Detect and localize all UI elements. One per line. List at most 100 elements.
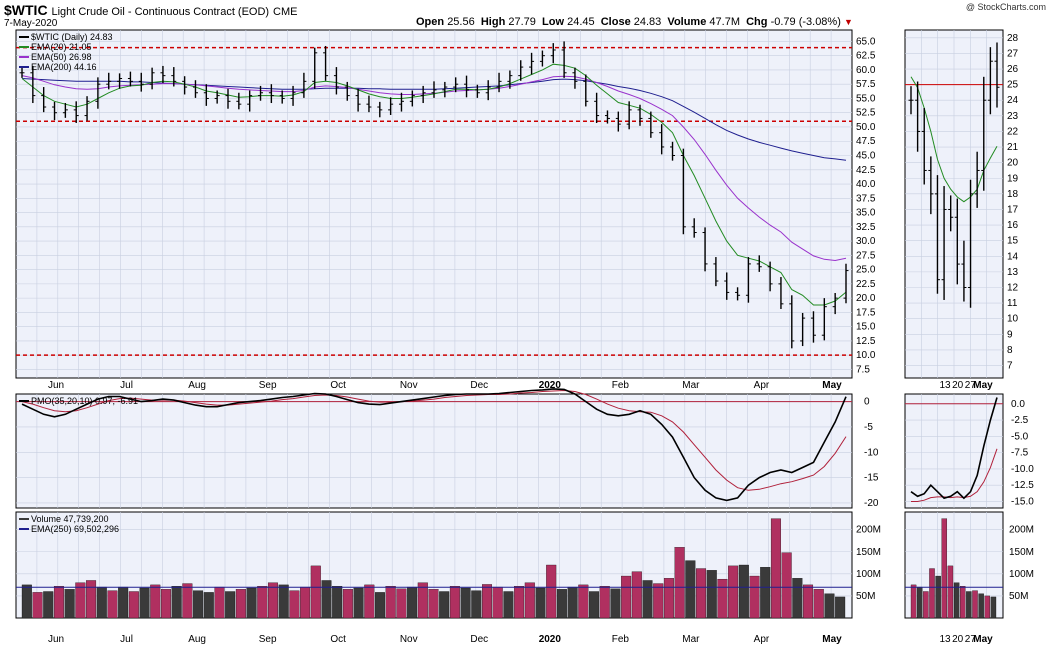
price-tick-label: 50.0 [856, 122, 876, 133]
volume-bar [471, 590, 482, 619]
price-legend-swatch [19, 56, 29, 58]
volume-bar [160, 589, 171, 619]
exchange-label: CME [273, 6, 298, 18]
price-zoom-tick-label: 18 [1007, 189, 1019, 200]
volume-bar [193, 590, 204, 619]
volume-bar [482, 584, 493, 619]
price-legend-entry: $WTIC (Daily) 24.83 [31, 32, 113, 42]
volume-bar [770, 518, 781, 619]
volume-zoom-bar [972, 590, 978, 619]
price-x-tick-label: Oct [330, 380, 346, 391]
price-tick-label: 25.0 [856, 265, 876, 276]
volume-bar [182, 583, 193, 619]
volume-bar [524, 582, 535, 619]
volume-zoom-bar [929, 568, 935, 619]
chart-title: $WTIC Light Crude Oil - Continuous Contr… [4, 2, 297, 18]
price-x-tick-label: Nov [400, 380, 418, 391]
volume-bar [663, 578, 674, 619]
price-zoom-x-tick-label: 27 [965, 380, 977, 391]
volume-tick-label: 50M [856, 591, 875, 602]
pmo-legend-entry: PMO(35,20,10) 0.97, -6.91 [31, 396, 138, 406]
price-legend-swatch [19, 66, 29, 68]
price-zoom-x-tick-label: 13 [939, 380, 951, 391]
pmo-tick-label: -10 [864, 447, 879, 458]
volume-zoom-bar [966, 591, 972, 619]
volume-x-tick-label: Jun [48, 634, 64, 645]
volume-bar [64, 589, 75, 619]
volume-zoom-x-tick-label: 27 [965, 634, 977, 645]
volume-bar [203, 592, 214, 619]
price-zoom-tick-label: 23 [1007, 111, 1019, 122]
price-zoom-tick-label: 16 [1007, 220, 1019, 231]
volume-bar [171, 586, 182, 619]
volume-bar [214, 586, 225, 619]
price-zoom-tick-label: 24 [1007, 95, 1019, 106]
price-legend-entry: EMA(20) 21.05 [31, 42, 92, 52]
price-tick-label: 57.5 [856, 79, 876, 90]
volume-zoom-bar [947, 565, 954, 619]
volume-bar [642, 580, 653, 619]
volume-bar [514, 586, 525, 619]
volume-bar [578, 584, 589, 619]
pmo-zoom-tick-label: -12.5 [1011, 480, 1034, 491]
volume-x-tick-label: Oct [330, 634, 346, 645]
volume-bar [781, 552, 792, 619]
price-tick-label: 35.0 [856, 208, 876, 219]
volume-bar [342, 589, 353, 619]
brand-watermark: @ StockCharts.com [965, 2, 1046, 12]
volume-bar [738, 564, 749, 619]
volume-x-tick-label: Mar [682, 634, 700, 645]
price-tick-label: 30.0 [856, 236, 876, 247]
price-zoom-tick-label: 26 [1007, 64, 1019, 75]
volume-bar [150, 584, 161, 619]
price-tick-label: 40.0 [856, 179, 876, 190]
volume-bar [21, 584, 32, 619]
volume-x-tick-label: Feb [612, 634, 630, 645]
volume-bar [535, 587, 546, 619]
volume-zoom-bar [916, 586, 923, 619]
price-zoom-tick-label: 12 [1007, 282, 1019, 293]
low-value: 24.45 [567, 16, 595, 28]
price-zoom-tick-label: 11 [1007, 298, 1018, 309]
volume-x-tick-label: Aug [188, 634, 206, 645]
volume-x-tick-label: 2020 [539, 634, 562, 645]
volume-bar [556, 589, 567, 619]
volume-bar [599, 586, 610, 619]
price-x-tick-label: 2020 [539, 380, 562, 391]
pmo-zoom-line [910, 397, 998, 500]
open-label: Open [416, 16, 445, 28]
volume-bar [760, 567, 771, 619]
volume-bar [267, 582, 278, 619]
volume-legend-entry: EMA(250) 69,502,296 [31, 524, 119, 534]
pmo-zoom-tick-label: 0.0 [1011, 399, 1025, 410]
price-zoom-tick-label: 17 [1007, 204, 1019, 215]
volume-legend-swatch [19, 528, 29, 530]
close-value: 24.83 [633, 16, 662, 28]
price-tick-label: 12.5 [856, 336, 876, 347]
close-label: Close [600, 16, 631, 28]
volume-bar [728, 565, 739, 619]
volume-bar [621, 575, 632, 619]
volume-zoom-bar [910, 584, 917, 619]
price-x-tick-label: Mar [682, 380, 700, 391]
price-x-tick-label: May [822, 380, 842, 391]
volume-x-tick-label: Dec [470, 634, 488, 645]
volume-zoom-x-tick-label: 20 [952, 634, 964, 645]
volume-bar [685, 560, 696, 619]
volume-bar [653, 583, 664, 619]
pmo-zoom-tick-label: -15.0 [1011, 496, 1034, 507]
price-tick-label: 62.5 [856, 51, 876, 62]
price-zoom-tick-label: 10 [1007, 314, 1019, 325]
volume-bar [289, 590, 300, 619]
volume-bar [396, 588, 407, 619]
pmo-legend-swatch [19, 400, 29, 402]
volume-bar [257, 586, 268, 619]
price-zoom-tick-label: 13 [1007, 267, 1019, 278]
volume-bar [43, 591, 54, 619]
volume-bar [835, 596, 846, 619]
volume-legend-swatch [19, 518, 29, 520]
volume-x-tick-label: Sep [259, 634, 277, 645]
volume-x-tick-label: Apr [754, 634, 770, 645]
price-legend-entry: EMA(200) 44.16 [31, 62, 97, 72]
